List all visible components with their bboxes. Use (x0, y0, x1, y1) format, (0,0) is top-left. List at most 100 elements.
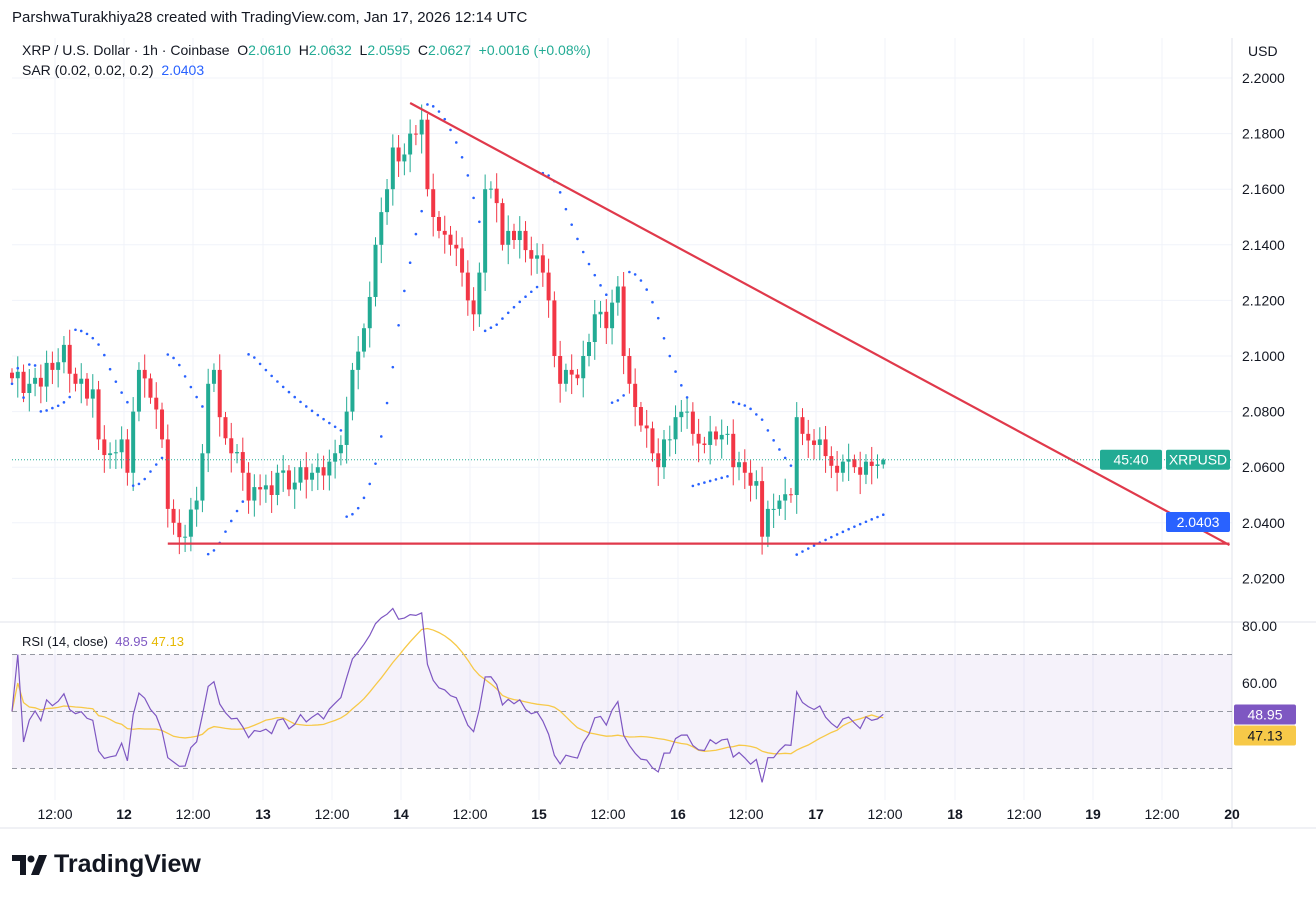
candle-body (102, 439, 107, 456)
candle-body (690, 411, 695, 434)
sar-dot (460, 156, 464, 159)
candle-body (500, 203, 505, 245)
price-tick-label: 2.1600 (1242, 181, 1285, 197)
sar-dot (656, 316, 660, 320)
candle-body (483, 189, 488, 273)
candle-body (38, 377, 43, 387)
candle-body (881, 459, 886, 465)
candle-body (765, 508, 770, 537)
rsi-ma-value: 47.13 (151, 634, 184, 649)
rsi-value: 48.95 (115, 634, 148, 649)
candle-body (494, 188, 499, 204)
sar-dot (535, 285, 539, 289)
candle-body (142, 369, 147, 379)
sar-dot (599, 284, 602, 287)
candle-body (708, 431, 713, 445)
sar-dot (789, 464, 793, 467)
candle-body (471, 300, 476, 315)
sar-dot (39, 410, 43, 413)
candle-body (200, 453, 205, 501)
rsi-ma-value-tag: 47.13 (1234, 725, 1296, 746)
candle-body (858, 467, 863, 475)
candle-body (460, 248, 465, 273)
candle-body (615, 286, 620, 303)
sar-legend: SAR (0.02, 0.02, 0.2) 2.0403 (22, 62, 204, 78)
candle-body (702, 443, 707, 445)
candle-body (852, 459, 857, 468)
logo-text: TradingView (54, 850, 201, 878)
sar-dot (830, 535, 833, 539)
candle-body (737, 462, 742, 468)
candle-body (431, 189, 436, 217)
currency-label[interactable]: USD (1248, 43, 1278, 59)
candle-body (846, 459, 851, 462)
sar-dot (587, 262, 591, 266)
candle-body (517, 230, 522, 241)
candle-body (713, 431, 718, 440)
candle-body (581, 356, 586, 379)
symbol-price-tag-bg (1166, 449, 1230, 470)
candle-body (373, 244, 378, 297)
sar-dot (160, 456, 164, 460)
sar-dot (755, 413, 758, 416)
sar-dot (864, 520, 868, 524)
sar-dot (131, 484, 135, 487)
candle-body (869, 461, 874, 466)
rsi-value-tag-bg (1234, 704, 1296, 725)
candle-body (160, 409, 165, 440)
sar-dot (74, 328, 77, 332)
sar-dot (495, 323, 498, 326)
candle-body (211, 369, 216, 384)
candle-body (731, 433, 736, 468)
candle-body (402, 154, 407, 162)
time-tick-label: 19 (1085, 806, 1101, 822)
candle-body (558, 356, 563, 384)
low-value: 2.0595 (367, 42, 411, 58)
candle-body (183, 536, 188, 538)
candle-body (621, 286, 626, 356)
sar-dot (749, 407, 752, 411)
rsi-ma-line (11, 627, 884, 755)
tradingview-logo[interactable]: TradingView (12, 850, 201, 879)
candle-body (240, 452, 245, 473)
candle-body (742, 462, 747, 473)
time-tick-label: 20 (1224, 806, 1240, 822)
sar-dot (195, 395, 198, 399)
sar-dot (114, 380, 118, 383)
sar-dot (881, 513, 885, 517)
sar-dot (362, 496, 366, 500)
sar-dot (564, 207, 568, 211)
chart-canvas[interactable]: 2.2000 2.1800 2.1600 2.1400 2.1200 2.1000 2.08… (0, 0, 1316, 840)
candle-body (361, 328, 366, 352)
time-tick-label: 12:00 (728, 806, 763, 822)
sar-dot (45, 409, 48, 412)
sar-dot (264, 368, 268, 372)
candle-body (281, 470, 286, 473)
time-tick-label: 12 (116, 806, 132, 822)
candle-body (56, 362, 61, 370)
candle-body (448, 234, 453, 245)
candle-body (875, 464, 880, 466)
sar-dot (824, 538, 827, 542)
sar-dot (651, 300, 654, 304)
sar-dot (639, 279, 643, 282)
sar-dot (443, 117, 447, 121)
candle-body (673, 417, 678, 440)
sar-dot (62, 401, 66, 404)
sar-dot (137, 482, 141, 486)
sar-dot (333, 425, 337, 429)
price-tick-label: 2.2000 (1242, 70, 1285, 86)
symbol-legend: XRP / U.S. Dollar · 1h · Coinbase O2.061… (22, 42, 591, 58)
sar-dot (368, 482, 372, 486)
candle-body (258, 487, 263, 490)
candle-body (310, 472, 315, 480)
candle-body (27, 383, 32, 393)
sar-dot (414, 232, 418, 236)
sar-dot (685, 396, 689, 399)
candle-body (823, 439, 828, 457)
close-label: C (417, 42, 429, 58)
sar-dot (743, 404, 747, 407)
sar-dot (570, 223, 573, 226)
sar-dot (489, 326, 493, 330)
high-label: H (298, 42, 309, 58)
